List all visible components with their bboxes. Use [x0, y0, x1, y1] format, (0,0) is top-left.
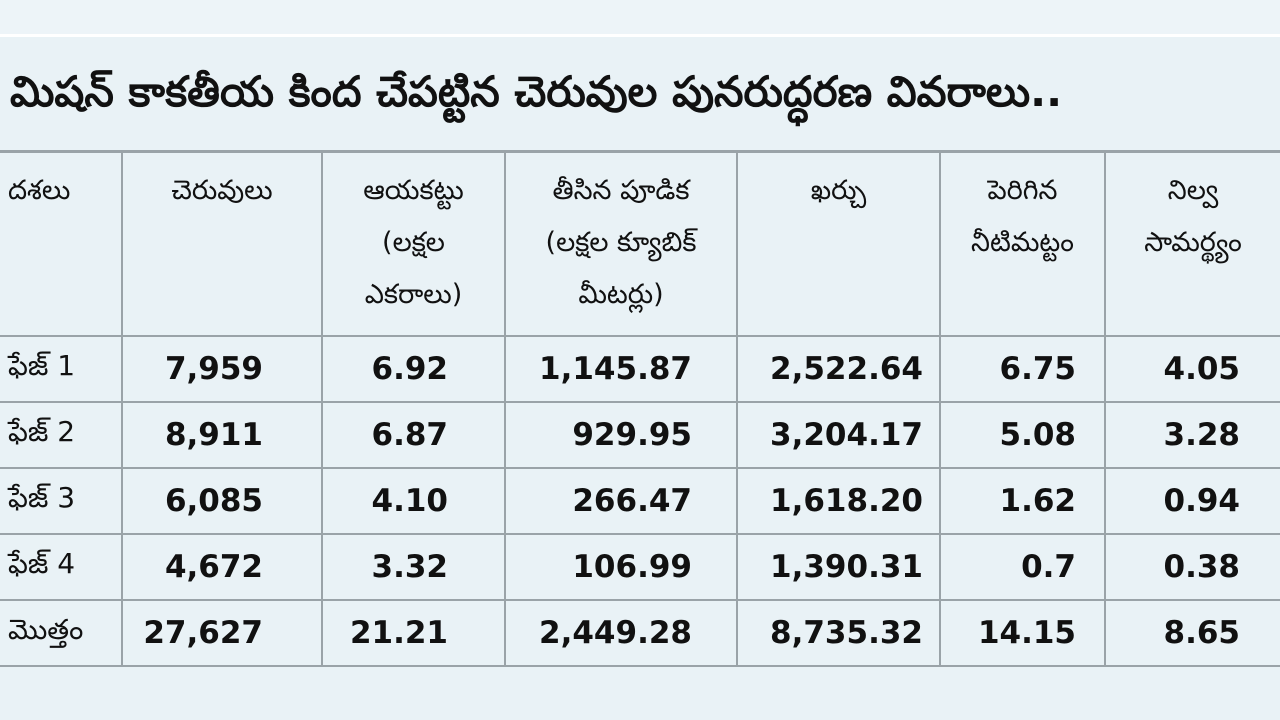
top-divider — [0, 34, 1280, 37]
row-label: ఫేజ్ 2 — [0, 400, 123, 469]
cell-expenditure: 3,204.17 — [736, 400, 941, 469]
cell-tanks: 8,911 — [121, 400, 323, 469]
row-label: ఫేజ్ 4 — [0, 532, 123, 601]
phases-table: దశలు చెరువులు ఆయకట్టు (లక్షల ఎకరాలు) తీస… — [0, 150, 1280, 667]
cell-ayacut: 3.32 — [321, 532, 506, 601]
cell-tanks: 7,959 — [121, 334, 323, 403]
cell-water-level: 6.75 — [939, 334, 1106, 403]
table-row: ఫేజ్ 2 8,911 6.87 929.95 3,204.17 5.08 3… — [0, 400, 1280, 469]
cell-water-level: 0.7 — [939, 532, 1106, 601]
cell-silt: 266.47 — [504, 466, 738, 535]
header-tanks: చెరువులు — [121, 150, 323, 337]
cell-expenditure: 2,522.64 — [736, 334, 941, 403]
header-storage-capacity: నిల్వ సామర్థ్యం — [1104, 150, 1280, 337]
cell-storage: 8.65 — [1104, 598, 1280, 667]
cell-tanks: 6,085 — [121, 466, 323, 535]
cell-silt: 1,145.87 — [504, 334, 738, 403]
cell-water-level: 14.15 — [939, 598, 1106, 667]
header-water-level-rise: పెరిగిన నీటిమట్టం — [939, 150, 1106, 337]
cell-storage: 0.94 — [1104, 466, 1280, 535]
table-row: ఫేజ్ 3 6,085 4.10 266.47 1,618.20 1.62 0… — [0, 466, 1280, 535]
top-band — [0, 0, 1280, 34]
cell-silt: 106.99 — [504, 532, 738, 601]
header-phases: దశలు — [0, 150, 123, 337]
cell-expenditure: 1,618.20 — [736, 466, 941, 535]
cell-ayacut: 4.10 — [321, 466, 506, 535]
cell-ayacut: 6.87 — [321, 400, 506, 469]
cell-ayacut: 6.92 — [321, 334, 506, 403]
cell-water-level: 5.08 — [939, 400, 1106, 469]
header-silt-removed: తీసిన పూడిక (లక్షల క్యూబిక్ మీటర్లు) — [504, 150, 738, 337]
table-row-total: మొత్తం 27,627 21.21 2,449.28 8,735.32 14… — [0, 598, 1280, 667]
cell-tanks: 4,672 — [121, 532, 323, 601]
page-title: మిషన్ కాకతీయ కింద చేపట్టిన చెరువుల పునరు… — [10, 67, 1063, 116]
cell-silt: 2,449.28 — [504, 598, 738, 667]
table-row: ఫేజ్ 4 4,672 3.32 106.99 1,390.31 0.7 0.… — [0, 532, 1280, 601]
table-row: ఫేజ్ 1 7,959 6.92 1,145.87 2,522.64 6.75… — [0, 334, 1280, 403]
header-expenditure: ఖర్చు — [736, 150, 941, 337]
cell-tanks: 27,627 — [121, 598, 323, 667]
cell-storage: 4.05 — [1104, 334, 1280, 403]
cell-ayacut: 21.21 — [321, 598, 506, 667]
table-header-row: దశలు చెరువులు ఆయకట్టు (లక్షల ఎకరాలు) తీస… — [0, 150, 1280, 337]
bottom-band — [0, 682, 1280, 720]
cell-water-level: 1.62 — [939, 466, 1106, 535]
row-label: ఫేజ్ 3 — [0, 466, 123, 535]
cell-silt: 929.95 — [504, 400, 738, 469]
cell-expenditure: 8,735.32 — [736, 598, 941, 667]
cell-expenditure: 1,390.31 — [736, 532, 941, 601]
header-ayacut: ఆయకట్టు (లక్షల ఎకరాలు) — [321, 150, 506, 337]
cell-storage: 3.28 — [1104, 400, 1280, 469]
row-label: ఫేజ్ 1 — [0, 334, 123, 403]
row-label: మొత్తం — [0, 598, 123, 667]
cell-storage: 0.38 — [1104, 532, 1280, 601]
